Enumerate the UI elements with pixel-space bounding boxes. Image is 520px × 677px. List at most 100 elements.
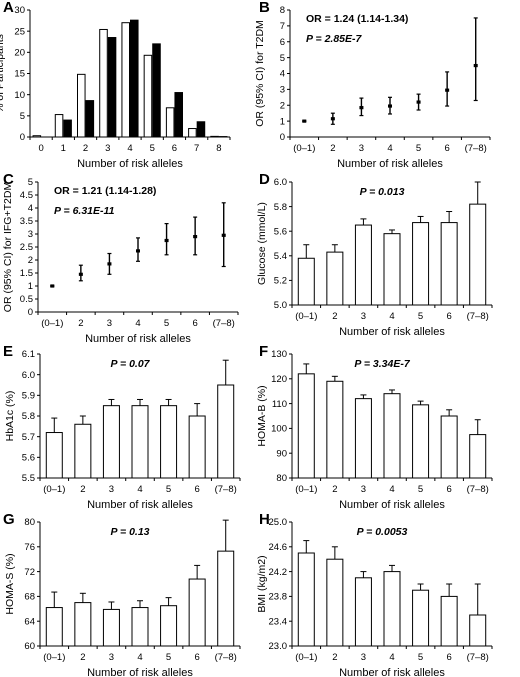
y-tick-label: 76 — [24, 542, 35, 553]
y-tick-label: 6.1 — [22, 349, 35, 360]
x-tick-label: 3 — [359, 143, 364, 154]
bar-series-1 — [165, 107, 175, 138]
panel-letter: D — [259, 171, 270, 188]
x-tick-label: 2 — [83, 143, 88, 154]
x-tick-label: 2 — [332, 652, 337, 663]
bar — [45, 607, 63, 647]
x-tick-label: 4 — [137, 652, 142, 663]
bar — [74, 602, 92, 647]
y-tick-label: 5.5 — [22, 473, 35, 484]
y-tick-label: 2.5 — [20, 242, 33, 253]
y-tick-label: 5.8 — [22, 411, 35, 422]
y-tick-label: 5 — [28, 177, 33, 188]
panel-letter: H — [259, 511, 270, 528]
or-point — [416, 100, 421, 104]
y-tick-label: 25.0 — [269, 517, 288, 528]
or-point — [221, 233, 226, 237]
x-tick-label: 5 — [418, 484, 423, 495]
x-tick-label: 4 — [387, 143, 392, 154]
y-tick-label: 5.4 — [274, 251, 287, 262]
y-tick-label: 0 — [28, 307, 33, 318]
x-tick-label: 6 — [194, 652, 199, 663]
y-tick-label: 15 — [14, 69, 25, 80]
x-axis-label: Number of risk alleles — [339, 499, 445, 511]
y-tick-label: 0 — [280, 132, 285, 143]
bar-series-1 — [77, 73, 86, 138]
bar — [297, 373, 315, 479]
x-tick-label: (0–1) — [295, 484, 317, 495]
bar-series-2 — [130, 19, 139, 138]
y-tick-label: 23.0 — [269, 641, 288, 652]
y-axis-label: HOMA-S (%) — [4, 553, 16, 614]
y-tick-label: 3.5 — [20, 216, 33, 227]
x-tick-label: (7–8) — [215, 484, 237, 495]
y-tick-label: 0.5 — [20, 294, 33, 305]
x-axis-label: Number of risk alleles — [77, 158, 183, 170]
y-tick-label: 110 — [272, 399, 287, 410]
x-axis-label: Number of risk alleles — [87, 499, 193, 511]
bar-series-1 — [210, 135, 219, 138]
or-point — [107, 262, 112, 266]
x-tick-label: (7–8) — [213, 318, 235, 329]
x-tick-label: 4 — [127, 143, 132, 154]
y-axis-label: BMI (kg/m2) — [256, 555, 268, 612]
y-tick-label: 5.6 — [22, 453, 35, 464]
panel-g: G 60 64 68 72 76 80 (0–1) 2 3 4 5 6 (7–8) Number of ri… — [3, 511, 241, 677]
y-tick-label: 6.0 — [274, 177, 287, 188]
x-tick-label: 7 — [194, 143, 199, 154]
bar — [160, 605, 178, 647]
x-tick-label: 6 — [446, 484, 451, 495]
y-tick-label: 68 — [24, 592, 35, 603]
bar — [131, 405, 149, 479]
y-axis-label: HbA1c (%) — [4, 391, 16, 442]
annotation: P = 0.07 — [110, 358, 150, 370]
panel-letter: G — [3, 511, 15, 528]
y-tick-label: 4.5 — [20, 190, 33, 201]
y-tick-label: 6 — [280, 37, 285, 48]
y-tick-label: 5 — [20, 111, 25, 122]
x-axis-label: Number of risk alleles — [339, 667, 445, 677]
annotation: P = 0.13 — [110, 526, 149, 538]
x-axis-label: Number of risk alleles — [85, 333, 191, 345]
annotation: P = 6.31E-11 — [54, 205, 115, 217]
x-tick-label: 4 — [137, 484, 142, 495]
x-tick-label: (0–1) — [43, 484, 65, 495]
x-tick-label: 0 — [38, 143, 43, 154]
y-tick-label: 1.5 — [20, 268, 33, 279]
y-tick-label: 72 — [24, 567, 35, 578]
bar-series-1 — [99, 28, 108, 138]
bar — [412, 589, 430, 647]
bar-series-1 — [32, 135, 42, 138]
x-tick-label: 2 — [332, 311, 337, 322]
x-tick-label: 3 — [361, 311, 366, 322]
y-tick-label: 100 — [271, 424, 287, 435]
y-tick-label: 2 — [280, 100, 285, 111]
bar-series-2 — [196, 121, 206, 138]
bar — [160, 405, 178, 479]
y-tick-label: 24.6 — [269, 542, 288, 553]
x-tick-label: 3 — [105, 143, 110, 154]
x-tick-label: 5 — [164, 318, 169, 329]
x-tick-label: 3 — [361, 484, 366, 495]
y-tick-label: 90 — [276, 448, 287, 459]
x-tick-label: 6 — [446, 652, 451, 663]
or-point — [50, 284, 55, 288]
y-tick-label: 30 — [14, 5, 25, 16]
bar — [326, 380, 344, 479]
bar — [440, 415, 458, 479]
bar — [188, 578, 206, 647]
annotation: OR = 1.24 (1.14-1.34) — [306, 13, 408, 25]
x-tick-label: 6 — [192, 318, 197, 329]
y-tick-label: 8 — [280, 5, 285, 16]
y-tick-label: 80 — [24, 517, 35, 528]
y-tick-label: 1 — [28, 281, 33, 292]
y-tick-label: 25 — [14, 26, 25, 37]
or-point — [330, 117, 335, 121]
x-tick-label: 5 — [166, 652, 171, 663]
x-tick-label: 3 — [109, 652, 114, 663]
annotation: P = 3.34E-7 — [354, 358, 411, 370]
or-point — [359, 106, 364, 110]
y-tick-label: 20 — [14, 48, 25, 59]
y-tick-label: 3 — [28, 229, 33, 240]
y-tick-label: 0 — [20, 132, 25, 143]
